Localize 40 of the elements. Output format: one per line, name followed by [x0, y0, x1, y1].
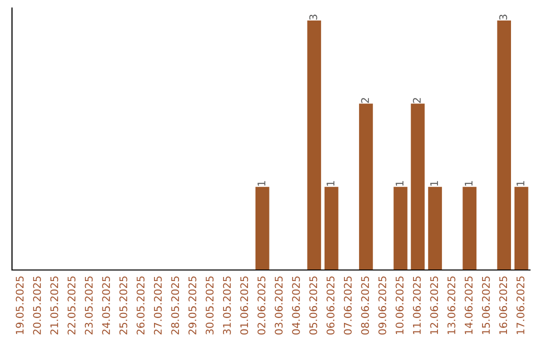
x-tick-label: 28.05.2025 — [171, 276, 180, 334]
x-tick-label: 23.05.2025 — [84, 276, 93, 334]
x-tick-label: 29.05.2025 — [188, 276, 196, 334]
data-label: 1 — [326, 181, 334, 186]
x-tick-label: 30.05.2025 — [206, 276, 214, 334]
x-tick-label: 11.06.2025 — [412, 276, 421, 334]
x-tick-label: 25.05.2025 — [119, 276, 128, 334]
x-tick-label: 31.05.2025 — [222, 276, 231, 334]
x-tick-label: 15.06.2025 — [482, 276, 490, 334]
x-tick-label: 21.05.2025 — [50, 276, 58, 334]
data-label: 1 — [516, 181, 524, 186]
x-tick-label: 16.06.2025 — [499, 276, 508, 334]
x-tick-label: 26.05.2025 — [136, 276, 145, 334]
data-label: 2 — [361, 98, 369, 103]
x-tick-label: 13.06.2025 — [447, 276, 456, 334]
x-tick-label: 03.06.2025 — [274, 276, 283, 335]
data-label: 3 — [309, 14, 318, 20]
x-tick-label: 09.06.2025 — [378, 276, 386, 335]
x-tick-label: 08.06.2025 — [361, 276, 369, 335]
x-tick-label: 06.06.2025 — [326, 276, 334, 335]
data-label: 3 — [499, 14, 508, 20]
x-tick-label: 19.05.2025 — [16, 276, 24, 334]
data-label: 1 — [258, 181, 266, 186]
data-label: 2 — [412, 98, 421, 103]
x-tick-label: 27.05.2025 — [154, 276, 162, 334]
data-label: 1 — [396, 181, 404, 186]
x-tick-label: 05.06.2025 — [309, 276, 318, 335]
x-tick-label: 12.06.2025 — [430, 276, 438, 334]
x-tick-label: 17.06.2025 — [516, 276, 524, 334]
data-label: 1 — [430, 181, 438, 186]
x-tick-label: 24.05.2025 — [102, 276, 110, 334]
x-tick-label: 22.05.2025 — [68, 276, 76, 334]
x-tick-label: 14.06.2025 — [464, 276, 473, 334]
x-tick-label: 20.05.2025 — [33, 276, 41, 334]
x-tick-label: 04.06.2025 — [292, 276, 300, 335]
data-label: 1 — [464, 181, 472, 186]
x-tick-label: 02.06.2025 — [258, 276, 266, 335]
x-tick-label: 10.06.2025 — [396, 276, 404, 334]
x-tick-label: 07.06.2025 — [344, 276, 352, 335]
x-tick-label: 01.06.2025 — [240, 276, 248, 335]
